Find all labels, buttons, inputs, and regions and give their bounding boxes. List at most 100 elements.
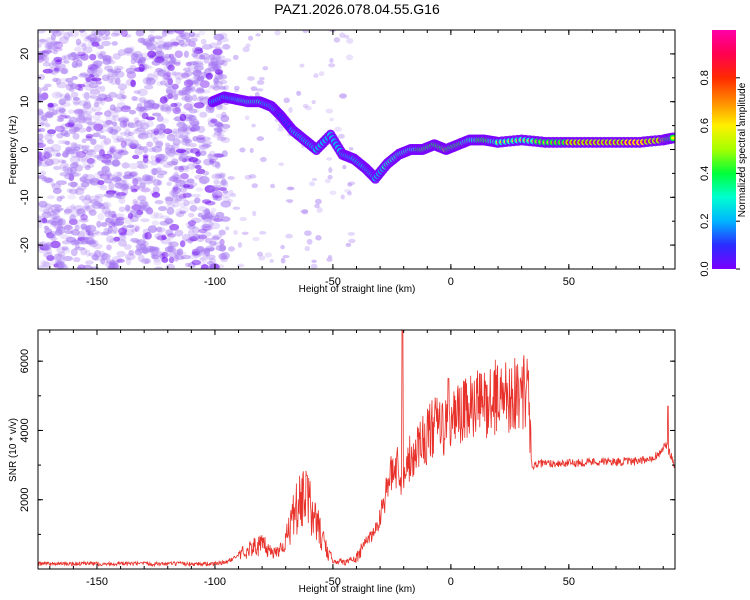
noise-dot: [162, 70, 170, 76]
noise-dot: [172, 138, 181, 146]
noise-dot: [164, 144, 176, 151]
noise-dot: [151, 191, 161, 198]
noise-dot: [194, 197, 201, 204]
noise-dot: [150, 159, 159, 166]
noise-dot: [211, 160, 220, 168]
noise-dot: [97, 170, 105, 176]
noise-dot: [109, 145, 117, 153]
noise-dot: [340, 194, 345, 200]
noise-dot: [183, 103, 193, 110]
noise-dot: [339, 93, 347, 99]
noise-dot: [141, 203, 148, 209]
noise-dot: [104, 159, 111, 165]
noise-dot: [93, 30, 104, 38]
noise-dot: [123, 47, 134, 54]
noise-dot: [145, 55, 151, 61]
noise-dot: [112, 115, 120, 122]
noise-dot: [51, 183, 62, 190]
noise-dot: [57, 159, 65, 164]
noise-dot: [174, 129, 183, 134]
noise-dot: [76, 208, 86, 215]
snr-y-label: SNR (10 * v/v): [8, 418, 19, 482]
spectrogram-x-tick-label: 50: [563, 276, 575, 288]
noise-dot: [68, 173, 75, 182]
noise-dot: [51, 209, 61, 214]
noise-dot: [162, 30, 171, 33]
noise-dot: [43, 49, 53, 54]
noise-dot: [325, 108, 334, 114]
noise-dot: [116, 171, 122, 178]
noise-dot: [137, 254, 145, 263]
spectrogram-y-axis: -20 -10 0 10 20: [19, 29, 675, 270]
noise-dot: [93, 69, 103, 77]
noise-dot: [43, 225, 49, 230]
noise-dot: [220, 216, 231, 222]
noise-dot: [334, 126, 342, 132]
noise-dot: [94, 85, 101, 90]
noise-dot: [60, 112, 67, 118]
noise-dot: [201, 215, 208, 220]
noise-dot: [151, 220, 159, 226]
noise-dot: [209, 53, 216, 61]
noise-dot: [139, 205, 147, 211]
noise-dot: [38, 108, 44, 116]
noise-dot: [207, 153, 213, 160]
noise-dot: [110, 210, 117, 219]
noise-dot: [174, 72, 186, 80]
noise-dot: [82, 149, 89, 154]
noise-dot: [255, 33, 261, 37]
noise-dot: [133, 212, 142, 218]
noise-dot: [107, 78, 114, 84]
noise-dot: [213, 53, 222, 61]
noise-dot: [140, 122, 150, 130]
noise-dot: [78, 73, 88, 78]
noise-dot: [184, 238, 194, 243]
noise-dot: [256, 80, 265, 85]
noise-dot: [166, 161, 178, 166]
noise-dot: [82, 173, 89, 179]
noise-dot: [38, 242, 44, 251]
noise-dot: [255, 88, 264, 92]
noise-dot: [155, 46, 163, 55]
noise-dot: [67, 148, 79, 155]
noise-dot: [155, 167, 162, 172]
noise-dot: [60, 101, 71, 107]
noise-dot: [153, 35, 163, 40]
noise-dot: [81, 163, 91, 169]
noise-dot: [172, 108, 179, 115]
noise-dot: [96, 220, 102, 228]
noise-dot: [80, 53, 89, 61]
noise-dot: [63, 132, 71, 138]
noise-dot: [208, 150, 216, 158]
noise-dot: [57, 218, 64, 226]
noise-dot: [140, 186, 149, 192]
noise-dot: [158, 206, 168, 212]
noise-dot: [55, 30, 65, 36]
noise-dot: [82, 92, 93, 99]
noise-dot: [72, 97, 80, 101]
noise-dot: [42, 61, 51, 67]
noise-dot: [55, 92, 63, 97]
noise-dot: [73, 257, 81, 263]
noise-dot: [77, 86, 84, 92]
noise-dot: [233, 85, 240, 91]
colorbar-tick-label: 0.6: [699, 118, 711, 133]
noise-dot: [195, 187, 204, 192]
noise-dot: [196, 137, 206, 143]
noise-dot: [198, 176, 210, 184]
noise-dot: [189, 223, 196, 228]
noise-dot: [81, 138, 87, 144]
noise-dot: [86, 164, 95, 168]
noise-dot: [44, 68, 55, 73]
noise-dot: [178, 89, 188, 96]
spectrogram-noise: [38, 30, 356, 269]
noise-dot: [49, 30, 60, 34]
noise-dot: [56, 180, 67, 186]
noise-dot: [104, 30, 111, 37]
noise-dot: [198, 234, 208, 240]
noise-dot: [122, 182, 132, 190]
noise-dot: [113, 236, 120, 242]
noise-dot: [81, 42, 88, 48]
noise-dot: [80, 181, 90, 188]
noise-dot: [151, 168, 158, 176]
